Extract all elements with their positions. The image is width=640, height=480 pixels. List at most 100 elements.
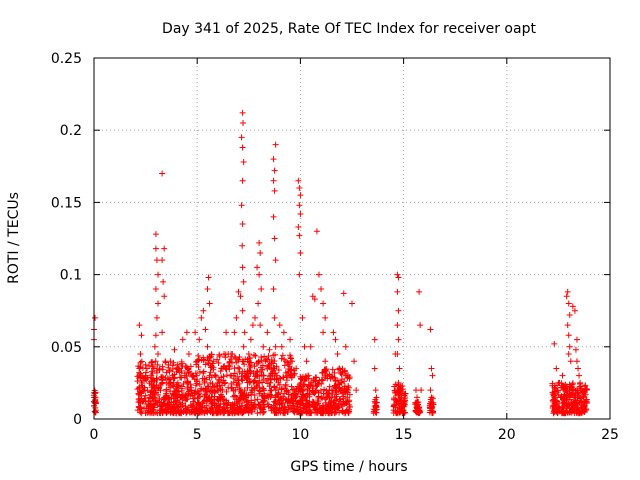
- data-point: [295, 177, 302, 184]
- data-point: [249, 408, 256, 415]
- data-point: [202, 361, 209, 368]
- data-point: [154, 271, 161, 278]
- data-point: [216, 351, 223, 358]
- data-point: [213, 402, 220, 409]
- data-point: [573, 336, 580, 343]
- data-point: [566, 391, 573, 398]
- data-point: [322, 358, 329, 365]
- data-point: [251, 363, 258, 370]
- data-point: [257, 249, 264, 256]
- data-point: [182, 403, 189, 410]
- data-point: [239, 264, 246, 271]
- data-point: [259, 362, 266, 369]
- data-point: [253, 373, 260, 380]
- data-point: [245, 397, 252, 404]
- data-point: [179, 383, 186, 390]
- data-point: [187, 363, 194, 370]
- data-point: [223, 388, 230, 395]
- data-point: [559, 372, 566, 379]
- data-point: [270, 365, 277, 372]
- data-point: [154, 398, 161, 405]
- data-point: [414, 404, 421, 411]
- data-point: [137, 390, 144, 397]
- data-point: [148, 359, 155, 366]
- data-point: [154, 361, 161, 368]
- data-point: [146, 394, 153, 401]
- data-point: [304, 390, 311, 397]
- data-point: [315, 393, 322, 400]
- data-point: [292, 394, 299, 401]
- data-point: [563, 392, 570, 399]
- data-point: [329, 408, 336, 415]
- x-tick-label: 20: [498, 427, 516, 443]
- data-point: [340, 393, 347, 400]
- data-point: [239, 307, 246, 314]
- data-point: [167, 379, 174, 386]
- data-point: [371, 365, 378, 372]
- data-point: [342, 343, 349, 350]
- data-point: [371, 398, 378, 405]
- data-point: [332, 336, 339, 343]
- data-point: [170, 379, 177, 386]
- data-point: [415, 401, 422, 408]
- y-tick-label: 0.15: [51, 195, 82, 211]
- data-point: [331, 393, 338, 400]
- data-point: [251, 314, 258, 321]
- data-point: [162, 395, 169, 402]
- data-point: [331, 383, 338, 390]
- data-point: [162, 358, 169, 365]
- data-point: [287, 354, 294, 361]
- data-point: [187, 381, 194, 388]
- data-point: [395, 274, 402, 281]
- data-point: [288, 406, 295, 413]
- data-point: [272, 141, 279, 148]
- data-point: [272, 257, 279, 264]
- data-point: [236, 384, 243, 391]
- data-point: [154, 351, 161, 358]
- data-point: [318, 286, 325, 293]
- data-point: [221, 396, 228, 403]
- data-point: [373, 394, 380, 401]
- data-point: [180, 380, 187, 387]
- data-point: [267, 387, 274, 394]
- data-point: [297, 192, 304, 199]
- data-point: [239, 242, 246, 249]
- data-point: [324, 372, 331, 379]
- data-point: [260, 372, 267, 379]
- data-point: [395, 336, 402, 343]
- data-point: [310, 377, 317, 384]
- data-point: [198, 387, 205, 394]
- data-point: [401, 401, 408, 408]
- data-point: [138, 332, 145, 339]
- data-point: [227, 356, 234, 363]
- data-point: [240, 278, 247, 285]
- data-point: [309, 398, 316, 405]
- data-point: [264, 380, 271, 387]
- data-point: [205, 274, 212, 281]
- data-point: [251, 377, 258, 384]
- data-point: [315, 398, 322, 405]
- data-point: [210, 358, 217, 365]
- data-point: [429, 401, 436, 408]
- data-point: [142, 361, 149, 368]
- data-point: [293, 391, 300, 398]
- data-point: [583, 386, 590, 393]
- data-point: [576, 372, 583, 379]
- data-point: [208, 387, 215, 394]
- data-point: [197, 407, 204, 414]
- data-point: [276, 322, 283, 329]
- data-point: [294, 403, 301, 410]
- data-point: [245, 351, 252, 358]
- data-point: [322, 314, 329, 321]
- data-point: [270, 177, 277, 184]
- data-point: [226, 410, 233, 417]
- data-point: [335, 380, 342, 387]
- data-point: [185, 351, 192, 358]
- data-point: [149, 393, 156, 400]
- data-point: [192, 329, 199, 336]
- data-point: [349, 300, 355, 307]
- x-axis-title: GPS time / hours: [290, 459, 407, 475]
- data-point: [156, 384, 163, 391]
- data-point: [267, 379, 274, 386]
- data-point: [137, 351, 144, 358]
